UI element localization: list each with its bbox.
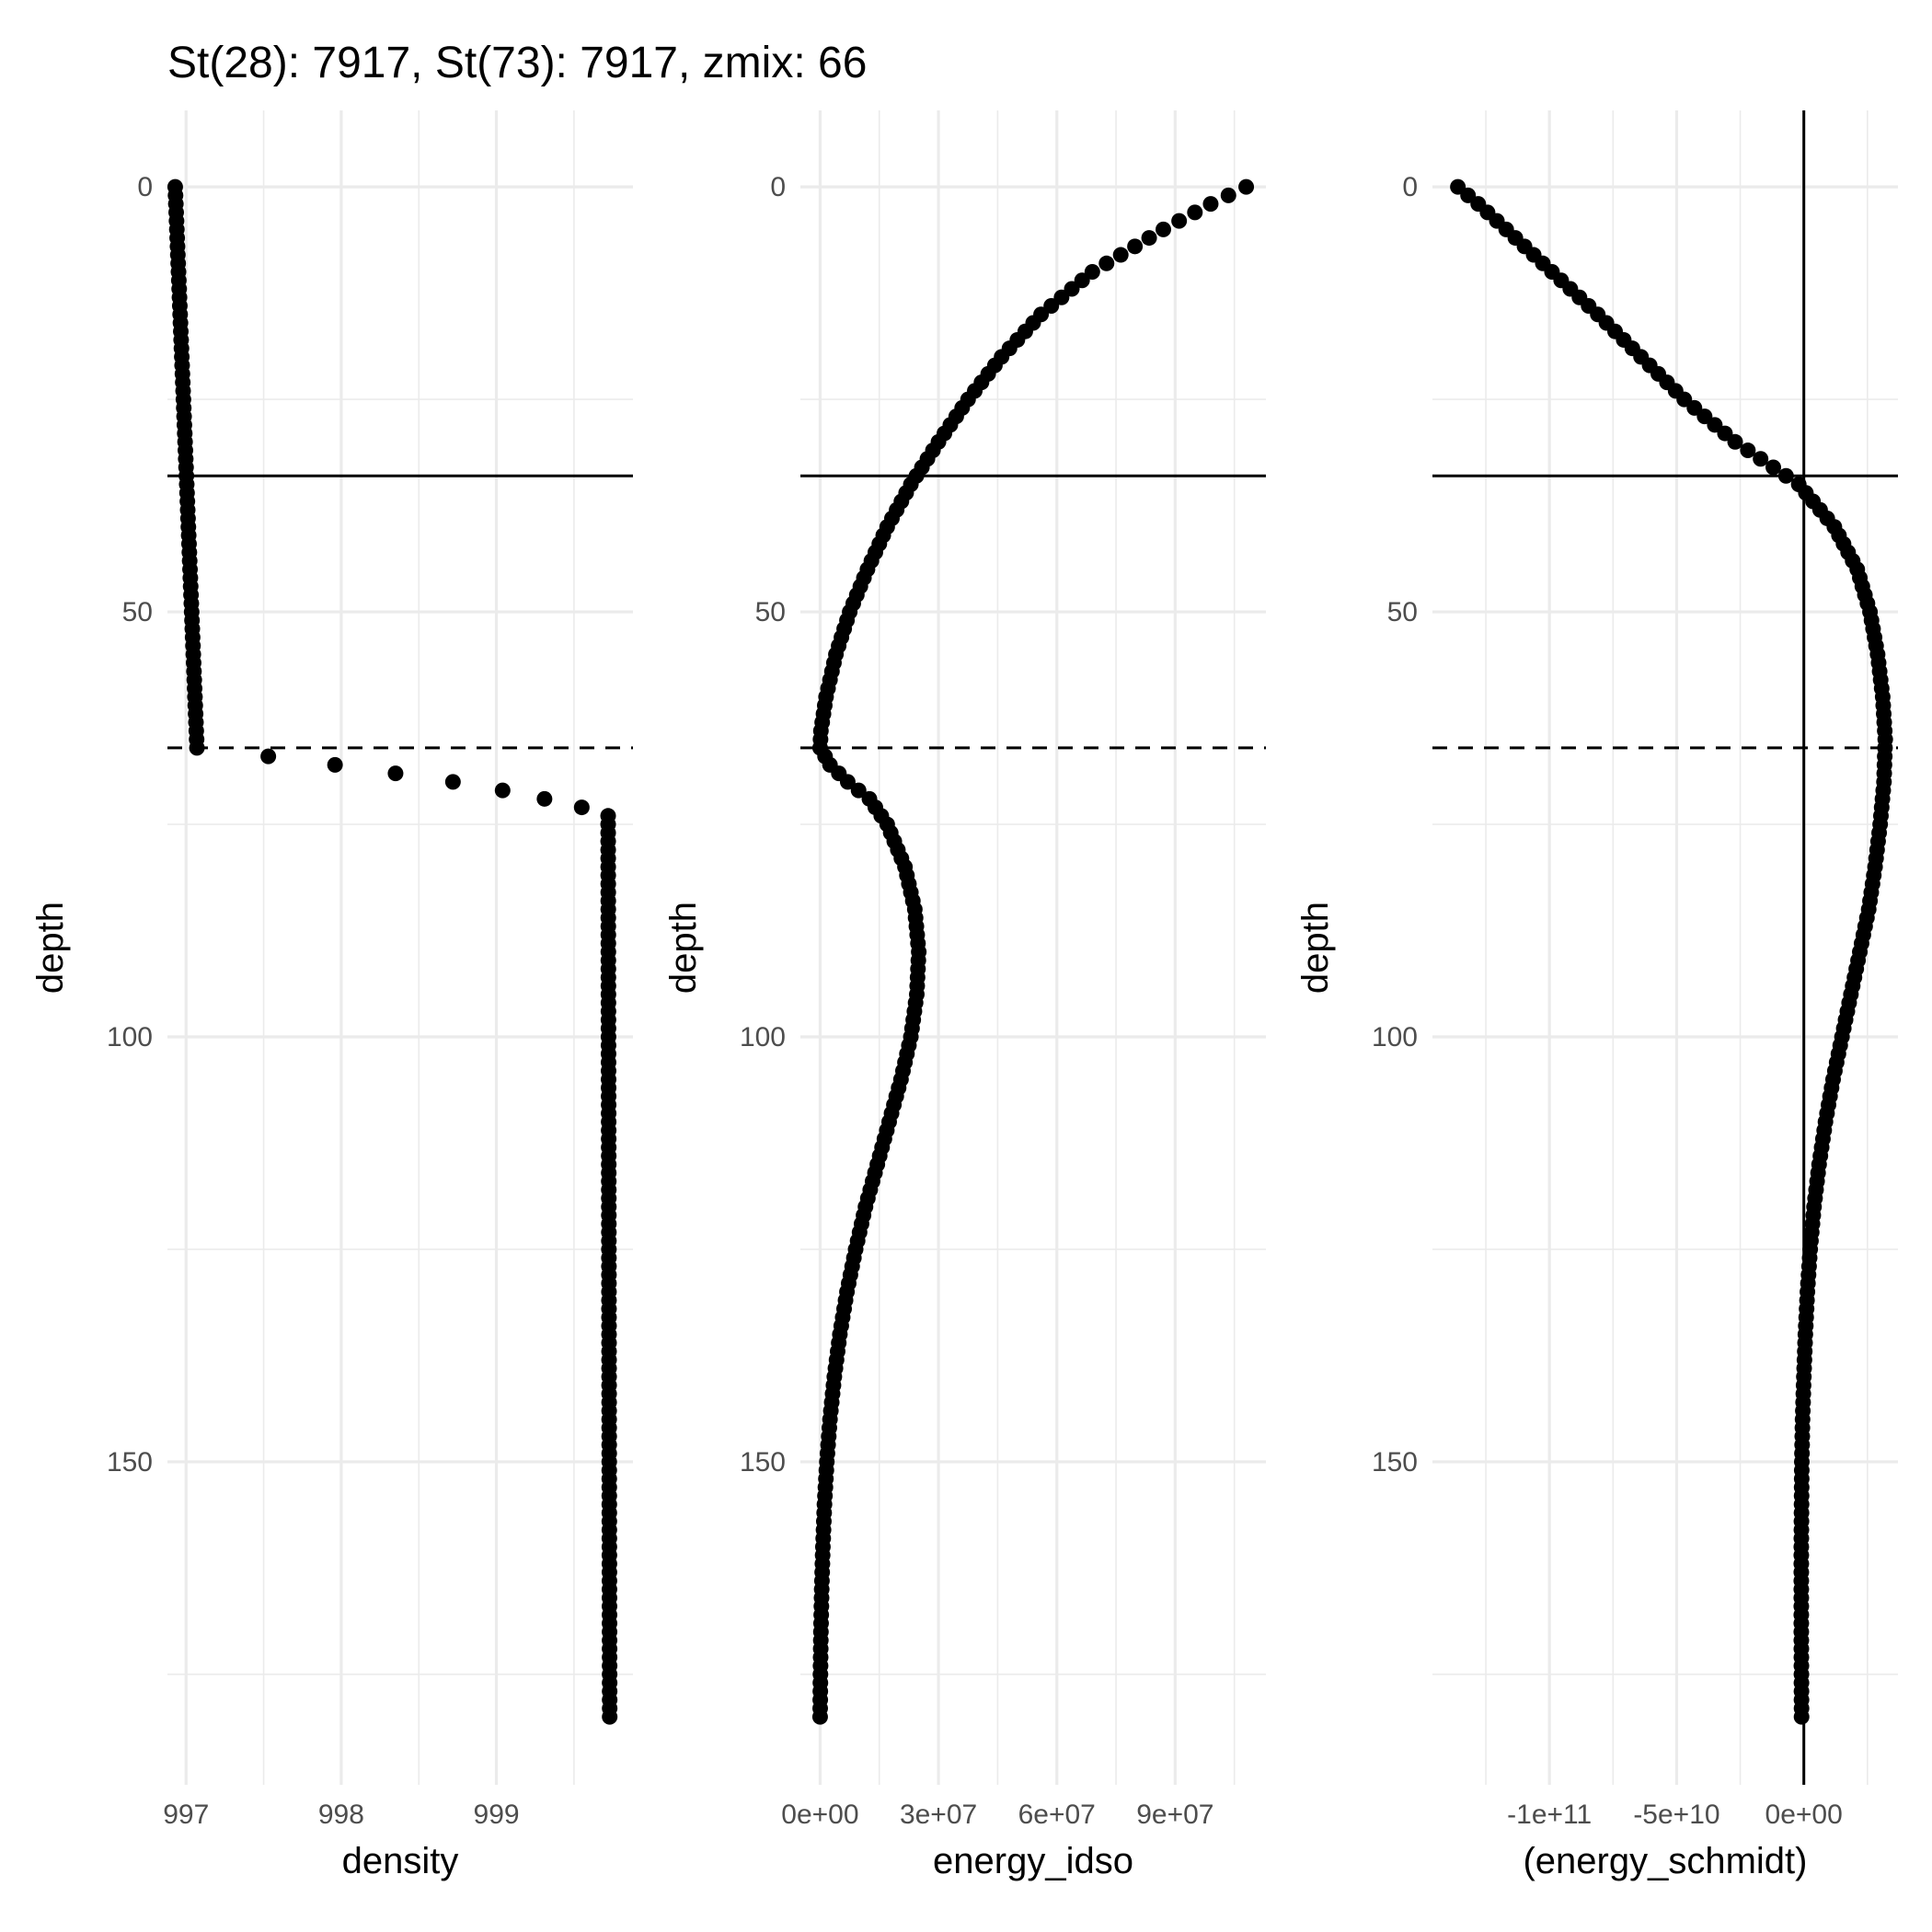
x-axis-title: energy_idso: [933, 1841, 1133, 1881]
data-point: [445, 774, 461, 789]
data-point: [1142, 230, 1157, 246]
data-point: [1113, 247, 1129, 263]
data-point: [1171, 213, 1187, 229]
y-tick-label: 0: [770, 172, 786, 202]
y-tick-label: 100: [740, 1022, 786, 1052]
data-point: [1778, 468, 1794, 484]
data-point: [1238, 179, 1254, 195]
plot-title: St(28): 7917, St(73): 7917, zmix: 66: [167, 39, 867, 87]
y-tick-label: 0: [1402, 172, 1418, 202]
data-point: [1221, 188, 1236, 203]
y-tick-label: 150: [1372, 1447, 1418, 1478]
y-axis-title: depth: [663, 902, 704, 994]
y-tick-label: 100: [107, 1022, 153, 1052]
data-point: [1794, 1709, 1810, 1725]
y-tick-label: 50: [755, 597, 786, 627]
data-point: [1740, 443, 1755, 458]
y-tick-label: 100: [1372, 1022, 1418, 1052]
data-point: [1753, 451, 1768, 466]
data-point: [574, 799, 590, 815]
data-point: [1728, 434, 1743, 450]
x-tick-label: -5e+10: [1633, 1800, 1719, 1830]
x-tick-label: 3e+07: [900, 1800, 977, 1830]
x-tick-label: 998: [318, 1800, 364, 1830]
data-point: [190, 740, 205, 755]
y-axis-title: depth: [1295, 902, 1336, 994]
x-tick-label: -1e+11: [1507, 1800, 1592, 1830]
data-point: [387, 765, 403, 781]
data-point: [1202, 196, 1218, 212]
y-axis-title: depth: [30, 902, 71, 994]
y-tick-label: 50: [122, 597, 153, 627]
data-point: [536, 791, 552, 807]
y-tick-label: 50: [1387, 597, 1418, 627]
data-point: [260, 749, 276, 765]
data-point: [1765, 460, 1781, 476]
y-tick-label: 150: [107, 1447, 153, 1478]
y-tick-label: 150: [740, 1447, 786, 1478]
x-axis-title: (energy_schmidt): [1523, 1841, 1807, 1881]
data-point: [812, 1709, 828, 1725]
data-point: [1127, 238, 1143, 254]
data-point: [328, 757, 343, 773]
x-tick-label: 0e+00: [1765, 1800, 1843, 1830]
data-point: [1156, 222, 1171, 237]
x-axis-title: density: [342, 1841, 459, 1881]
data-point: [602, 1709, 617, 1725]
data-point: [1187, 204, 1202, 220]
x-tick-label: 9e+07: [1136, 1800, 1213, 1830]
x-tick-label: 999: [474, 1800, 520, 1830]
x-tick-label: 0e+00: [781, 1800, 858, 1830]
y-tick-label: 0: [137, 172, 153, 202]
data-point: [495, 783, 511, 799]
data-point: [1098, 256, 1114, 271]
x-tick-label: 6e+07: [1018, 1800, 1096, 1830]
x-tick-label: 997: [163, 1800, 209, 1830]
